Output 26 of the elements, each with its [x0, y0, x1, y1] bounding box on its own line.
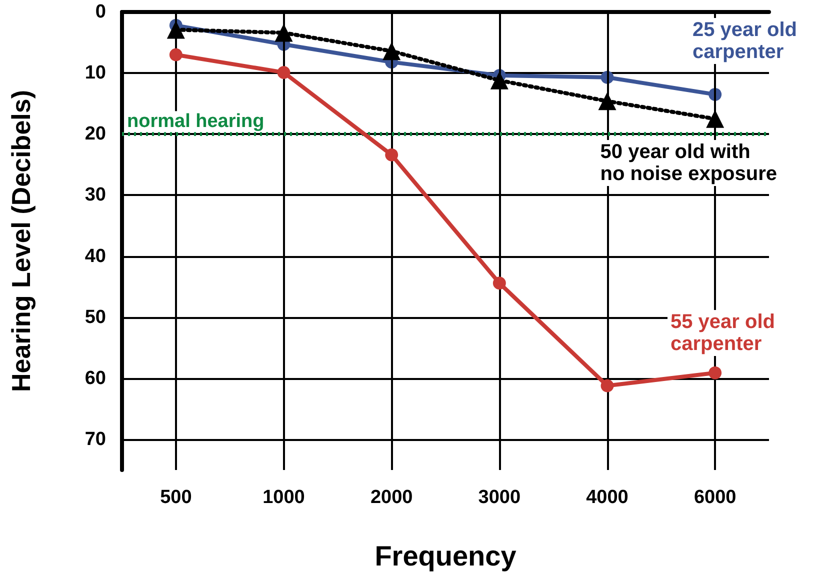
point	[708, 366, 722, 380]
point	[169, 48, 182, 62]
x-axis-title: Frequency	[374, 540, 517, 572]
x-tick-label: 1000	[262, 487, 305, 508]
y-tick-label: 20	[84, 124, 106, 145]
x-tick-label: 2000	[370, 487, 413, 508]
y-tick-label: 0	[95, 2, 106, 22]
point	[600, 379, 614, 392]
x-tick-label: 500	[160, 487, 192, 508]
y-tick-label: 50	[84, 306, 106, 328]
series-label: 50 year old with no noise exposure	[600, 141, 778, 185]
y-tick-label: 10	[84, 62, 106, 84]
y-tick-label: 60	[84, 368, 106, 389]
point	[385, 148, 398, 162]
series-label: 25 year old carpenter	[692, 19, 798, 63]
ref-line-label: normal hearing	[127, 111, 264, 132]
y-tick-label: 30	[84, 184, 106, 206]
y-tick-label: 70	[84, 428, 106, 450]
series-label: 55 year old carpenter	[670, 311, 776, 355]
y-tick-label: 40	[84, 246, 106, 267]
y-axis-title: Hearing Level (Decibels)	[6, 90, 36, 392]
x-tick-label: 4000	[586, 487, 628, 508]
point	[492, 276, 506, 290]
point	[277, 66, 290, 79]
x-tick-label: 3000	[478, 487, 521, 508]
x-tick-label: 6000	[694, 487, 736, 508]
